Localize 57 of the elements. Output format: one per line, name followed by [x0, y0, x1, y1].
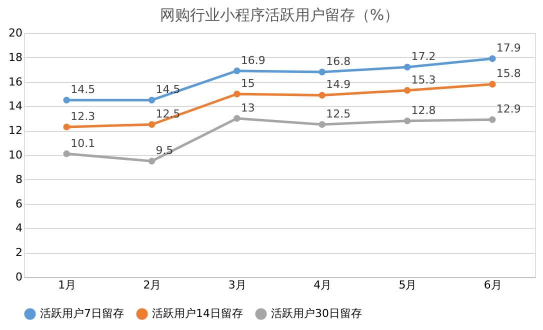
data-label: 16.9 [240, 54, 266, 67]
point [63, 124, 70, 130]
point [318, 121, 326, 128]
data-label: 15.3 [411, 73, 436, 86]
y-tick-label: 6 [16, 197, 22, 210]
data-label: 14.5 [70, 83, 96, 96]
point [489, 116, 496, 123]
legend-label: 活跃用户14日留存 [152, 307, 243, 320]
data-label: 17.2 [411, 50, 436, 64]
y-tick-label: 14 [8, 100, 22, 113]
data-label: 12.5 [326, 108, 351, 120]
x-tick-label: 6月 [484, 278, 502, 292]
data-label: 17.9 [496, 42, 521, 55]
x-tick-label: 4月 [314, 278, 332, 292]
x-tick-label: 5月 [398, 278, 417, 292]
y-tick-label: 8 [16, 172, 22, 186]
y-tick-label: 12 [8, 124, 22, 138]
x-tick-label: 1月 [58, 278, 76, 292]
data-label: 12.9 [496, 102, 521, 116]
point [234, 67, 240, 74]
point [148, 96, 156, 104]
data-label: 13 [240, 101, 255, 114]
point [318, 68, 326, 76]
legend-label: 活跃用户7日留存 [40, 307, 124, 320]
y-tick-label: 10 [8, 148, 22, 162]
data-label: 14.5 [156, 83, 180, 96]
point [63, 96, 70, 104]
y-tick-label: 0 [16, 270, 22, 284]
x-tick-label: 3月 [228, 278, 246, 292]
data-label: 16.8 [326, 55, 351, 68]
point [404, 86, 411, 94]
point [234, 90, 240, 98]
point [489, 80, 496, 88]
y-tick-label: 16 [8, 75, 22, 88]
point [148, 121, 156, 128]
chart-title: 网购行业小程序活跃用户留存（%） [160, 6, 400, 24]
data-label: 12.5 [156, 108, 180, 120]
data-label: 15 [240, 77, 255, 90]
data-label: 10.1 [70, 136, 96, 150]
point [63, 150, 70, 158]
x-tick-label: 2月 [143, 278, 162, 292]
data-label: 9.5 [156, 144, 174, 158]
data-label: 12.3 [70, 110, 96, 123]
y-tick-label: 20 [8, 26, 22, 40]
point [489, 55, 496, 62]
point [404, 64, 411, 71]
data-label: 14.9 [326, 78, 351, 92]
y-tick-label: 2 [16, 246, 22, 260]
point [234, 115, 240, 122]
point [148, 158, 156, 164]
data-label: 12.8 [411, 104, 436, 117]
legend-label: 活跃用户30日留存 [271, 307, 362, 320]
data-label: 15.8 [496, 67, 521, 80]
y-tick-label: 4 [16, 222, 22, 235]
y-tick-label: 18 [8, 50, 22, 64]
point [404, 117, 411, 124]
point [318, 92, 326, 99]
